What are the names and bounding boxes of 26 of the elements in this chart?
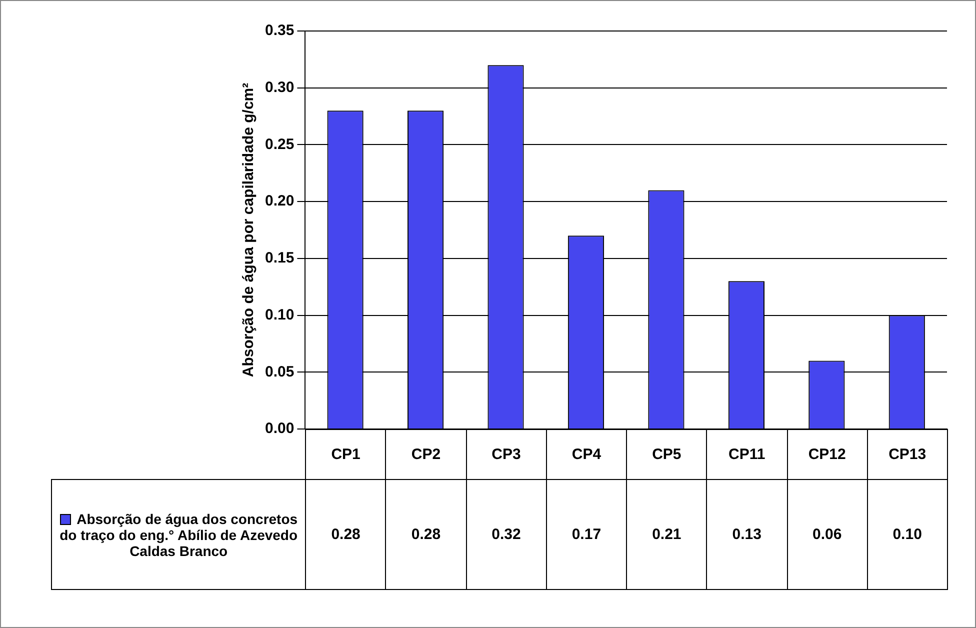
x-tick-label: CP2 [386,430,466,480]
x-tick-label: CP13 [867,430,948,480]
y-tick-label: 0.10 [264,306,294,324]
legend-label: Absorção de água dos concretos do traço do eng.° Abílio de Azevedo Caldas Branco [52,480,306,590]
x-tick-label: CP3 [466,430,546,480]
x-tick-label: CP11 [706,430,787,480]
y-tick-label: 0.35 [264,22,294,40]
y-axis-title: Absorção de água por capilaridade g/cm² [240,82,258,378]
y-tick-label: 0.00 [264,420,294,438]
y-tick-label: 0.30 [264,79,294,96]
text: 0.28 [331,526,360,543]
text: 0.10 [892,526,922,543]
text: 0.17 [572,526,602,543]
x-tick-label: CP12 [787,430,868,480]
text: 0.28 [411,526,441,543]
y-tick-label: 0.25 [264,136,294,153]
y-tick-label: 0.05 [264,363,294,380]
text: 0.06 [812,526,842,543]
y-tick-label: 0.15 [264,250,294,267]
y-tick-label: 0.20 [264,192,294,210]
text: 0.13 [732,526,762,543]
text: 0.32 [492,526,521,543]
x-tick-label: CP4 [546,430,627,480]
text: 0.21 [652,526,682,543]
x-tick-label: CP5 [626,430,707,480]
x-tick-label: CP1 [306,430,386,480]
